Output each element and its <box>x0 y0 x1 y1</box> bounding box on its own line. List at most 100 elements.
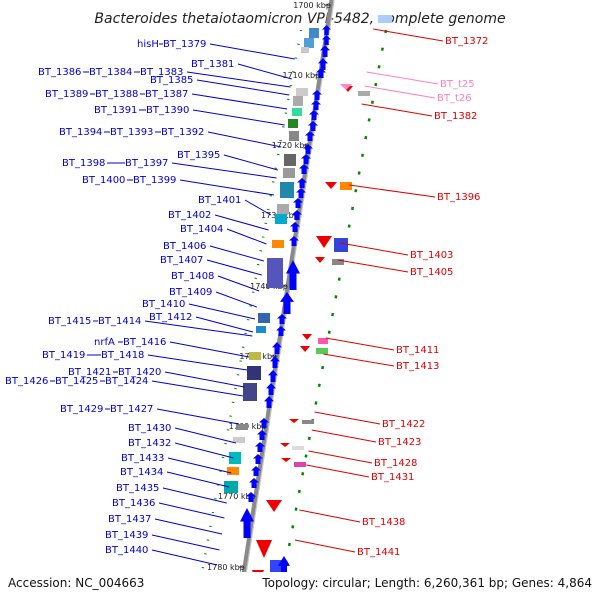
right-gene-label: BT_1372 <box>445 36 488 47</box>
label-leader <box>191 93 288 110</box>
gene-arrow-forward <box>320 45 330 57</box>
gene-arrow-forward <box>280 292 294 314</box>
label-leader <box>306 464 370 478</box>
right-gene-label: BT_1423 <box>378 437 421 448</box>
left-gene-label: BT_1435 <box>116 483 159 494</box>
label-leader <box>340 242 409 256</box>
gene-box <box>280 182 294 198</box>
gene-box <box>340 182 352 190</box>
gene-arrow-forward <box>249 478 259 488</box>
gene-arrow-forward <box>296 188 306 198</box>
left-gene-label: BT_1394 <box>59 127 102 138</box>
left-gene-label: BT_1414 <box>98 316 141 327</box>
label-leader <box>366 71 439 85</box>
left-gene-label: BT_1407 <box>160 255 203 266</box>
left-gene-label: BT_1399 <box>133 175 176 186</box>
label-leader <box>294 539 356 553</box>
label-leader <box>179 179 275 196</box>
label-leader <box>349 184 436 198</box>
label-leader <box>215 291 257 308</box>
left-gene-label: BT_1440 <box>105 545 148 556</box>
gene-arrow-forward <box>289 236 299 246</box>
gene-arrow-reverse <box>289 419 299 423</box>
gene-arrow-forward <box>266 383 276 395</box>
left-gene-label: BT_1406 <box>163 241 206 252</box>
label-leader <box>325 337 395 351</box>
left-gene-label: BT_1410 <box>142 299 185 310</box>
left-gene-label: BT_1425 <box>55 376 98 387</box>
label-leader <box>188 303 256 320</box>
gene-arrow-reverse <box>316 236 332 248</box>
gene-box <box>292 446 304 450</box>
label-leader <box>169 341 250 358</box>
label-leader <box>237 63 292 80</box>
gene-arrow-forward <box>253 454 263 464</box>
gene-box <box>229 452 241 464</box>
label-leader <box>147 354 248 371</box>
left-gene-label: BT_1389 <box>45 89 88 100</box>
left-gene-label: BT_1390 <box>146 105 189 116</box>
label-leader <box>299 509 361 523</box>
gene-box <box>258 313 270 323</box>
gene-arrow-forward <box>318 58 328 70</box>
gene-arrow-forward <box>276 326 286 336</box>
left-gene-label: BT_1385 <box>150 75 193 86</box>
right-gene-label: BT_1413 <box>396 361 439 372</box>
left-gene-label: BT_1429 <box>60 404 103 415</box>
gene-arrow-forward <box>246 492 256 502</box>
label-leader <box>364 85 436 99</box>
left-gene-label: BT_1404 <box>180 224 223 235</box>
feature-track <box>224 15 392 586</box>
gene-arrow-forward <box>255 442 265 452</box>
label-leader <box>174 442 234 459</box>
label-leader <box>223 154 278 171</box>
gene-box <box>301 47 309 53</box>
left-gene-label: BT_1424 <box>105 376 148 387</box>
left-gene-label: BT_1408 <box>171 271 214 282</box>
right-gene-label: BT_t25 <box>440 79 475 90</box>
left-gene-label: BT_1427 <box>110 404 153 415</box>
gene-arrow-reverse <box>280 443 290 447</box>
gene-arrow-forward <box>292 210 302 220</box>
label-leader <box>311 429 377 443</box>
left-gene-label: BT_1437 <box>108 514 151 525</box>
right-gene-label: BT_1382 <box>434 111 477 122</box>
gene-arrow-forward <box>270 356 280 368</box>
gene-arrow-forward <box>309 110 319 120</box>
label-leader <box>195 316 254 333</box>
gene-box <box>334 238 348 252</box>
gene-box <box>236 424 248 430</box>
right-gene-label: BT_1431 <box>371 472 414 483</box>
right-gene-label: BT_1405 <box>410 267 453 278</box>
left-gene-label: BT_1415 <box>48 316 91 327</box>
label-leader <box>171 162 277 179</box>
left-gene-label: BT_1420 <box>118 367 161 378</box>
left-gene-label: BT_1409 <box>169 287 212 298</box>
label-leader <box>314 411 381 425</box>
label-leader <box>154 518 223 535</box>
gene-arrow-forward <box>264 396 274 408</box>
left-gene-label: hisH <box>137 39 159 50</box>
label-leader <box>164 371 245 388</box>
label-leader <box>206 259 262 276</box>
label-leader <box>151 549 218 566</box>
right-gene-label: BT_1441 <box>357 547 400 558</box>
left-gene-label: nrfA <box>94 337 115 348</box>
gene-arrow-forward <box>305 131 315 141</box>
gene-box <box>288 119 298 128</box>
label-leader <box>192 109 285 126</box>
gene-box <box>292 108 302 116</box>
gene-box <box>309 28 319 38</box>
gene-arrow-forward <box>272 342 282 354</box>
label-leader <box>373 28 444 42</box>
left-gene-label: BT_1379 <box>163 39 206 50</box>
label-leader <box>217 275 260 292</box>
gene-box <box>289 131 299 141</box>
gene-box <box>294 462 306 467</box>
map-title: Bacteroides thetaiotaomicron VPI-5482, c… <box>94 11 505 27</box>
left-gene-label: BT_1432 <box>128 438 171 449</box>
label-leader <box>226 228 267 245</box>
gene-arrow-forward <box>257 430 267 440</box>
